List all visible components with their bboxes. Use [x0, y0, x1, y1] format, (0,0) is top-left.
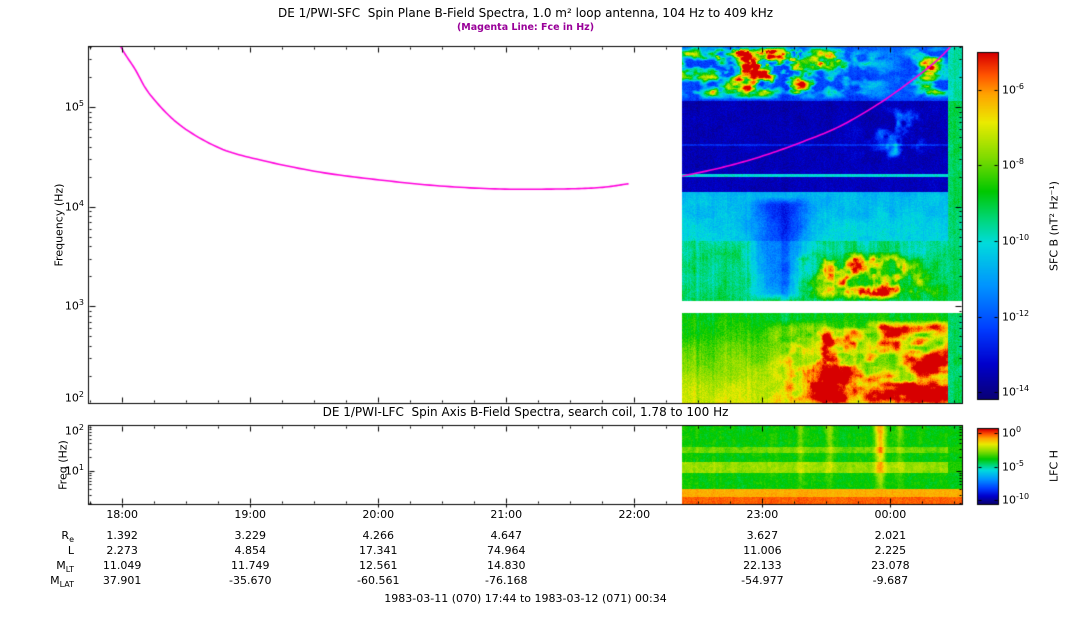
ephemeris-value: -54.977 — [741, 574, 784, 587]
ephemeris-row-label: Re — [61, 529, 74, 545]
lfc-colorbar-tick-label: 10-10 — [1002, 492, 1030, 507]
x-tick-label: 00:00 — [874, 508, 907, 521]
ephemeris-value: 4.854 — [234, 544, 266, 557]
ephemeris-value: 14.830 — [487, 559, 526, 572]
ephemeris-value: 1.392 — [106, 529, 138, 542]
ephemeris-value: 22.133 — [743, 559, 782, 572]
sfc-colorbar-tick-label: 10-14 — [1002, 384, 1030, 400]
time-range-caption: 1983-03-11 (070) 17:44 to 1983-03-12 (07… — [384, 592, 667, 605]
sfc-y-tick-label: 103 — [64, 298, 84, 313]
ephemeris-value: -35.670 — [228, 574, 272, 587]
x-tick-label: 20:00 — [362, 508, 395, 521]
ephemeris-value: 74.964 — [487, 544, 526, 557]
lfc-colorbar-tick-label: 100 — [1002, 424, 1022, 440]
lfc-colorbar-tick-label: 10-5 — [1002, 458, 1024, 474]
ephemeris-value: -9.687 — [872, 574, 909, 587]
ephemeris-value: 2.021 — [874, 529, 907, 542]
sfc-colorbar-tick-label: 10-12 — [1002, 308, 1030, 324]
sfc-plot-title: DE 1/PWI-SFC Spin Plane B-Field Spectra,… — [277, 6, 774, 20]
x-tick-label: 18:00 — [106, 508, 139, 521]
ephemeris-value: 17.341 — [359, 544, 398, 557]
x-tick-label: 22:00 — [618, 508, 651, 521]
sfc-y-axis-label: Frequency (Hz) — [52, 183, 66, 267]
x-tick-label: 21:00 — [490, 508, 523, 521]
ephemeris-value: 37.901 — [102, 574, 142, 587]
sfc-colorbar-tick-label: 10-6 — [1002, 81, 1024, 97]
ephemeris-value: 3.229 — [234, 529, 266, 542]
ephemeris-row-label: L — [67, 544, 74, 557]
lfc-colorbar-title: LFC H — [1047, 450, 1061, 482]
lfc-plot-title: DE 1/PWI-LFC Spin Axis B-Field Spectra, … — [322, 405, 729, 419]
ephemeris-value: 2.225 — [874, 544, 907, 557]
ephemeris-value: 11.049 — [102, 559, 142, 572]
sfc-y-tick-label: 105 — [64, 98, 84, 114]
ephemeris-value: 4.266 — [362, 529, 395, 542]
lfc-y-tick-label: 101 — [64, 462, 84, 478]
sfc-plot-subtitle: (Magenta Line: Fce in Hz) — [456, 22, 595, 33]
ephemeris-value: 11.749 — [230, 559, 270, 572]
sfc-colorbar-tick-label: 10-8 — [1002, 157, 1024, 173]
ephemeris-value: -60.561 — [357, 574, 400, 587]
x-tick-label: 19:00 — [234, 508, 267, 521]
ephemeris-value: 2.273 — [106, 544, 138, 557]
ephemeris-row-label: MLT — [56, 559, 74, 575]
lfc-y-tick-label: 102 — [64, 423, 84, 438]
x-tick-label: 23:00 — [746, 508, 779, 521]
ephemeris-value: 12.561 — [359, 559, 398, 572]
sfc-colorbar-tick-label: 10-10 — [1002, 233, 1030, 248]
ephemeris-value: 11.006 — [743, 544, 782, 557]
ephemeris-value: 4.647 — [490, 529, 523, 542]
ephemeris-value: -76.168 — [485, 574, 528, 587]
sfc-colorbar-title: SFC B (nT² Hz⁻¹) — [1047, 181, 1061, 271]
ephemeris-row-label: MLAT — [50, 574, 74, 590]
ephemeris-value: 3.627 — [746, 529, 779, 542]
ephemeris-value: 23.078 — [871, 559, 910, 572]
sfc-y-tick-label: 104 — [64, 198, 84, 214]
sfc-y-tick-label: 102 — [64, 390, 84, 405]
